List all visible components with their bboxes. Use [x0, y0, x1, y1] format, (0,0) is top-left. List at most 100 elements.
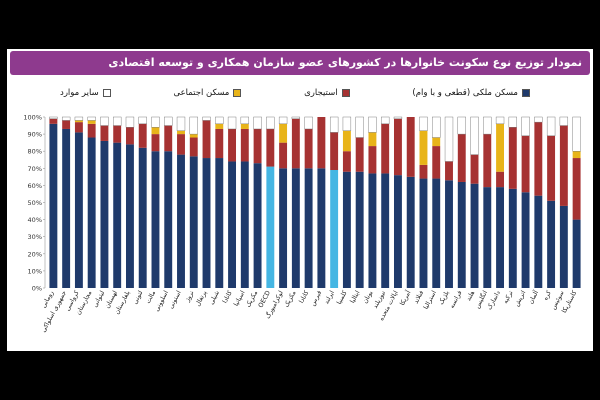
bar-segment-other: [368, 116, 377, 133]
bar-segment-other: [215, 116, 224, 125]
bar-segment-rent: [470, 154, 479, 184]
y-tick-label: 90%: [28, 131, 42, 139]
bar-segment-owned: [228, 161, 237, 288]
bar-segment-rent: [419, 164, 428, 179]
bar-segment-other: [61, 116, 71, 121]
bar-segment-other: [202, 116, 211, 121]
bar-segment-owned: [151, 151, 160, 288]
legend-label-owned: مسکن ملکی (قطعی و با وام): [412, 88, 518, 98]
bar-segment-social: [151, 127, 160, 135]
bar-segment-rent: [496, 171, 505, 188]
bar-segment-rent: [508, 127, 517, 189]
bar-segment-rent: [125, 127, 134, 145]
bar-segment-rent: [355, 137, 364, 172]
x-tick-label: هلند: [465, 290, 476, 303]
bar-segment-other: [419, 116, 428, 131]
bar-segment-rent: [113, 125, 122, 143]
x-tick-label: قبرس: [309, 290, 323, 307]
bar-segment-owned: [406, 176, 415, 288]
bar-segment-owned: [62, 128, 71, 288]
bar-segment-other: [227, 116, 237, 130]
bar-segment-social: [87, 120, 96, 124]
bar-segment-owned: [215, 158, 224, 288]
bar-segment-owned: [483, 187, 492, 288]
bar-segment-other: [49, 116, 58, 119]
title-bar: نمودار توزیع نوع سکونت خانوارها در کشوره…: [10, 51, 590, 75]
y-tick-label: 10%: [28, 267, 42, 275]
y-tick-label: 60%: [28, 182, 42, 190]
bar-segment-rent: [317, 117, 326, 169]
bar-segment-other: [329, 116, 339, 133]
bar-segment-owned: [381, 173, 390, 288]
bar-segment-owned: [457, 181, 466, 288]
bar-segment-rent: [534, 122, 543, 196]
x-tick-label: مکزیک: [283, 290, 297, 309]
bar-segment-rent: [559, 125, 568, 206]
bar-segment-rent: [164, 125, 173, 152]
bar-segment-rent: [189, 137, 198, 157]
legend-swatch-other: [102, 89, 111, 97]
bar-segment-other: [240, 116, 249, 125]
bar-segment-other: [151, 116, 160, 128]
x-tick-label: مالت: [145, 290, 157, 305]
y-tick-label: 20%: [28, 250, 42, 258]
bar-segment-owned: [100, 140, 109, 288]
bar-segment-owned: [393, 175, 402, 288]
bar-segment-social: [572, 151, 581, 159]
bar-segment-other: [304, 116, 313, 130]
bar-segment-rent: [177, 134, 185, 155]
bar-segment-other: [253, 116, 262, 130]
bar-segment-rent: [49, 118, 58, 124]
bar-segment-other: [87, 116, 96, 121]
bar-segment-owned: [368, 173, 377, 288]
bar-segment-rent: [228, 128, 237, 162]
bar-segment-social: [342, 130, 351, 152]
bar-segment-owned: [177, 154, 185, 288]
bar-segment-social: [496, 123, 505, 172]
bar-segment-owned: [49, 123, 58, 288]
x-tick-label: نروژ: [184, 289, 196, 303]
legend-item-social: مسکن اجتماعی: [174, 86, 242, 100]
bar-segment-rent: [342, 151, 351, 172]
bar-segment-other: [125, 116, 135, 128]
bar-segment-other: [189, 116, 198, 135]
x-tick-label: استونی: [168, 289, 183, 309]
legend-item-rent: استیجاری: [304, 86, 350, 100]
bar-segment-rent: [138, 123, 147, 148]
bar-segment-rent: [432, 146, 441, 179]
chart-title: نمودار توزیع نوع سکونت خانوارها در کشوره…: [108, 56, 582, 69]
y-tick-label: 70%: [28, 165, 42, 173]
bar-segment-rent: [240, 128, 249, 162]
bar-segment-other: [457, 116, 466, 135]
x-tick-label: آمریکا: [397, 288, 412, 306]
y-tick-label: 40%: [28, 216, 42, 224]
legend-swatch-rent: [341, 89, 350, 97]
bar-segment-owned: [87, 137, 96, 288]
legend-label-rent: استیجاری: [304, 88, 338, 98]
legend-item-other: سایر موارد: [60, 86, 111, 100]
legend: مسکن ملکی (قطعی و با وام) استیجاری مسکن …: [60, 86, 530, 100]
bar-segment-owned: [342, 171, 351, 288]
bar-segment-other: [355, 116, 364, 138]
bar-segment-social: [432, 137, 441, 147]
bar-segment-rent: [202, 120, 211, 159]
bar-segment-other: [559, 116, 569, 126]
y-tick-label: 50%: [28, 199, 42, 207]
bar-segment-other: [534, 116, 543, 123]
legend-swatch-social: [233, 89, 242, 97]
bar-segment-rent: [381, 123, 390, 174]
bar-segment-rent: [521, 135, 530, 193]
legend-item-owned: مسکن ملکی (قطعی و با وام): [412, 86, 530, 100]
bar-segment-other: [278, 116, 288, 125]
x-tick-label: استرالیا: [422, 289, 438, 310]
bar-segment-owned: [317, 168, 326, 288]
bar-segment-other: [432, 116, 441, 138]
bar-segment-owned: [572, 219, 581, 288]
legend-label-other: سایر موارد: [60, 88, 99, 98]
bar-segment-social: [368, 132, 377, 147]
bar-segment-other: [138, 116, 147, 125]
bar-segment-other: [381, 116, 390, 125]
bar-segment-owned: [113, 142, 122, 288]
bar-segment-owned: [496, 187, 505, 288]
x-tick-label: یونان: [362, 289, 375, 304]
